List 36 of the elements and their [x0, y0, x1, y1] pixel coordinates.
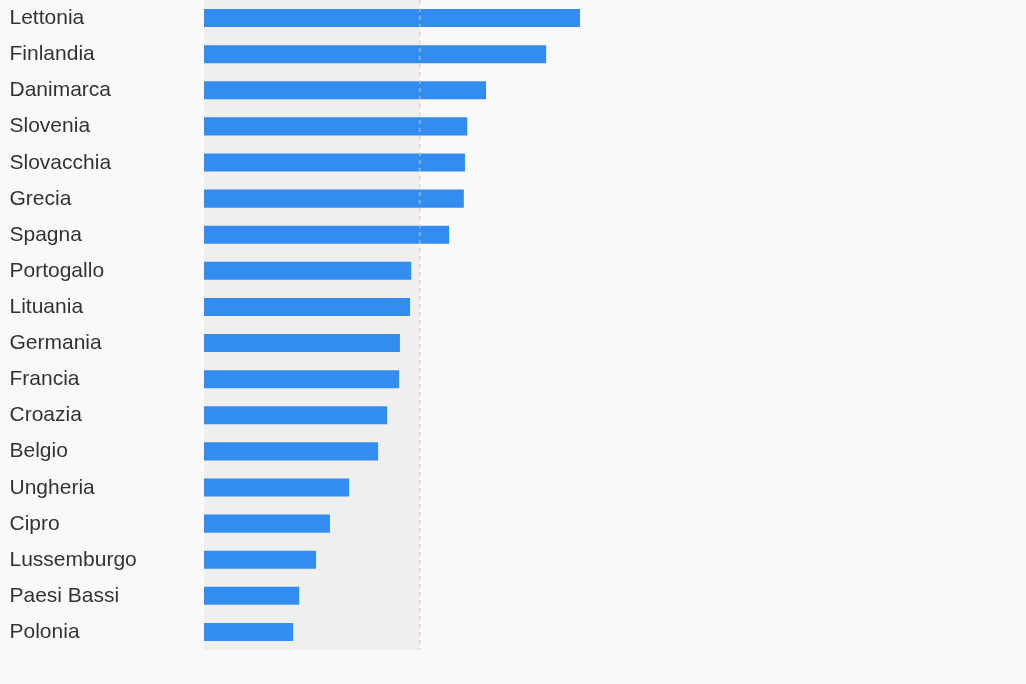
y-tick-label: Danimarca — [9, 77, 112, 101]
bar — [204, 478, 350, 497]
bar — [204, 334, 400, 353]
bar — [204, 297, 411, 316]
y-tick-label: Cipro — [9, 510, 60, 534]
bar — [204, 117, 468, 136]
y-tick-label: Lituania — [9, 293, 84, 317]
bar — [204, 442, 379, 461]
y-tick-label: Ungheria — [9, 474, 96, 498]
y-tick-label: Lussemburgo — [9, 546, 137, 570]
bar — [204, 514, 330, 533]
bar — [204, 550, 317, 569]
y-tick-label: Portogallo — [9, 257, 105, 281]
y-tick-label: Croazia — [9, 402, 83, 426]
bar — [204, 45, 547, 64]
bar — [204, 9, 580, 28]
y-tick-label: Paesi Bassi — [9, 582, 120, 606]
bar — [204, 189, 464, 208]
bar — [204, 225, 450, 244]
y-tick-label: Finlandia — [9, 41, 96, 65]
bar — [204, 406, 388, 425]
y-tick-label: Grecia — [9, 185, 72, 209]
y-tick-label: Slovenia — [9, 113, 91, 137]
bar — [204, 586, 300, 605]
y-tick-label: Belgio — [9, 438, 68, 462]
y-tick-label: Spagna — [9, 221, 83, 245]
y-tick-label: Polonia — [9, 618, 80, 642]
bar — [204, 622, 294, 641]
y-tick-label: Germania — [9, 330, 103, 354]
y-tick-label: Francia — [9, 366, 80, 390]
y-tick-label: Lettonia — [9, 5, 85, 29]
bar — [204, 81, 486, 100]
bar — [204, 370, 400, 389]
y-tick-label: Slovacchia — [9, 149, 112, 173]
bar — [204, 153, 465, 172]
bar — [204, 261, 412, 280]
